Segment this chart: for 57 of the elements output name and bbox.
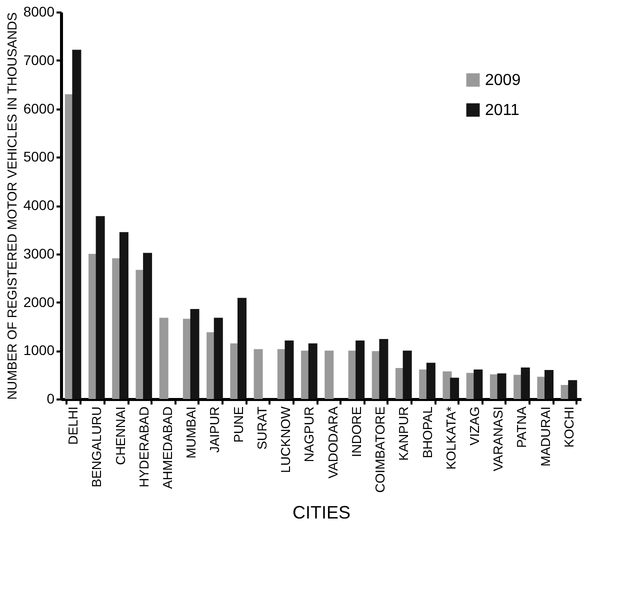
y-tick-label: 8000 (23, 4, 55, 20)
x-tick-label: AHMEDABAD (160, 406, 176, 489)
y-tick-label: 4000 (23, 197, 55, 213)
x-tick-label: KOCHI (561, 406, 576, 448)
bar (254, 349, 263, 399)
x-tick-label: PUNE (230, 406, 246, 443)
bar (402, 350, 412, 399)
x-axis-title: CITIES (292, 502, 351, 523)
x-tick-label: KOLKATA* (443, 406, 458, 470)
x-tick-label: INDORE (348, 406, 364, 458)
y-tick-label: 2000 (23, 294, 55, 310)
bar (497, 373, 506, 399)
x-tick-label: COIMBATORE (372, 406, 388, 493)
bar (308, 343, 318, 399)
y-axis-title: NUMBER OF REGISTERED MOTOR VEHICLES IN THOUSANDS (4, 12, 20, 400)
x-tick-label: VIZAG (466, 406, 482, 446)
x-tick-label: HYDERABAD (136, 406, 152, 488)
y-tick-label: 0 (46, 390, 55, 406)
x-tick-label: BHOPAL (420, 406, 435, 458)
bar (119, 232, 128, 399)
y-tick-label: 3000 (23, 245, 55, 262)
bar (324, 350, 334, 399)
bar (474, 369, 483, 399)
legend-label: 2009 (485, 72, 521, 89)
bar (284, 340, 294, 399)
x-tick-label: JAIPUR (207, 406, 222, 453)
bar (159, 318, 168, 399)
x-tick-label: DELHI (66, 406, 81, 445)
bar (72, 50, 82, 399)
x-tick-label: SURAT (254, 406, 270, 450)
y-tick-label: 5000 (23, 148, 55, 165)
x-tick-label: KANPUR (396, 406, 412, 461)
x-tick-label: VARANASI (490, 406, 506, 472)
y-tick-label: 7000 (23, 52, 55, 68)
bar (426, 362, 436, 399)
y-tick-label: 1000 (23, 342, 55, 358)
bar (520, 368, 530, 399)
x-tick-label: CHENNAI (112, 406, 128, 466)
legend-label: 2011 (485, 102, 520, 119)
bar (238, 298, 247, 399)
x-tick-label: MUMBAI (184, 406, 199, 458)
x-tick-label: LUCKNOW (278, 406, 294, 473)
x-tick-label: NAGPUR (302, 406, 317, 462)
bar (379, 339, 388, 399)
bar (568, 380, 578, 399)
y-tick-label: 6000 (23, 100, 55, 116)
x-tick-label: BENGALURU (89, 406, 104, 488)
bar (356, 340, 365, 399)
bar (190, 309, 200, 399)
x-tick-label: VADODARA (325, 406, 340, 478)
bar (143, 252, 152, 399)
bar (544, 370, 554, 399)
x-tick-label: PATNA (514, 406, 530, 448)
bar (96, 216, 105, 399)
bar (214, 318, 223, 399)
x-tick-label: MADURAI (538, 406, 553, 466)
bar (450, 378, 460, 399)
